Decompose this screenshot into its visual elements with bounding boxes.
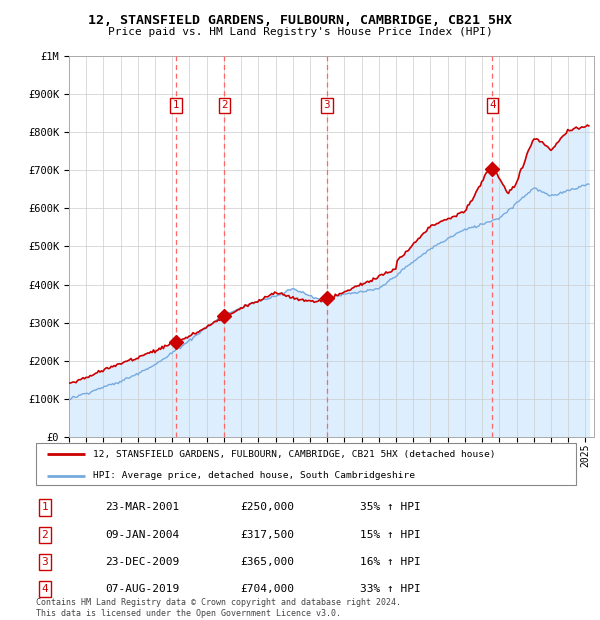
- Text: 15% ↑ HPI: 15% ↑ HPI: [360, 529, 421, 539]
- Text: 16% ↑ HPI: 16% ↑ HPI: [360, 557, 421, 567]
- Text: 2: 2: [41, 529, 49, 539]
- Text: 07-AUG-2019: 07-AUG-2019: [105, 584, 179, 594]
- Text: 3: 3: [323, 100, 330, 110]
- Text: 33% ↑ HPI: 33% ↑ HPI: [360, 584, 421, 594]
- Text: 4: 4: [41, 584, 49, 594]
- Text: 12, STANSFIELD GARDENS, FULBOURN, CAMBRIDGE, CB21 5HX: 12, STANSFIELD GARDENS, FULBOURN, CAMBRI…: [88, 14, 512, 27]
- Text: £365,000: £365,000: [240, 557, 294, 567]
- Text: 23-MAR-2001: 23-MAR-2001: [105, 502, 179, 512]
- Text: 1: 1: [173, 100, 179, 110]
- Text: £704,000: £704,000: [240, 584, 294, 594]
- Text: 09-JAN-2004: 09-JAN-2004: [105, 529, 179, 539]
- Text: Contains HM Land Registry data © Crown copyright and database right 2024.
This d: Contains HM Land Registry data © Crown c…: [36, 598, 401, 618]
- Text: HPI: Average price, detached house, South Cambridgeshire: HPI: Average price, detached house, Sout…: [92, 471, 415, 480]
- Text: £250,000: £250,000: [240, 502, 294, 512]
- Text: £317,500: £317,500: [240, 529, 294, 539]
- FancyBboxPatch shape: [36, 443, 576, 485]
- Text: 35% ↑ HPI: 35% ↑ HPI: [360, 502, 421, 512]
- Text: 12, STANSFIELD GARDENS, FULBOURN, CAMBRIDGE, CB21 5HX (detached house): 12, STANSFIELD GARDENS, FULBOURN, CAMBRI…: [92, 450, 495, 459]
- Text: 3: 3: [41, 557, 49, 567]
- Text: 1: 1: [41, 502, 49, 512]
- Text: 2: 2: [221, 100, 228, 110]
- Text: Price paid vs. HM Land Registry's House Price Index (HPI): Price paid vs. HM Land Registry's House …: [107, 27, 493, 37]
- Text: 4: 4: [489, 100, 496, 110]
- Text: 23-DEC-2009: 23-DEC-2009: [105, 557, 179, 567]
